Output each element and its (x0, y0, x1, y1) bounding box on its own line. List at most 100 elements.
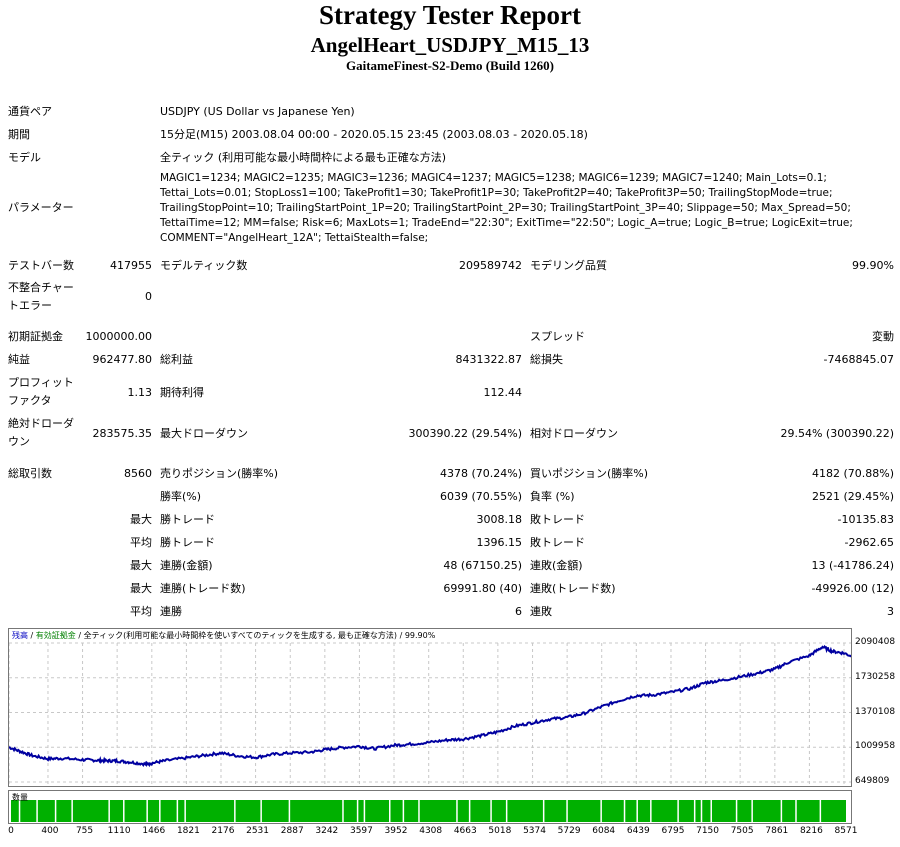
ticks-value: 209589742 (459, 259, 522, 272)
total-trades-value: 8560 (124, 467, 152, 480)
volume-gap (468, 800, 471, 822)
volume-chart: 数量 (8, 790, 852, 824)
gross-profit-value: 8431322.87 (455, 353, 522, 366)
x-tick-label: 1110 (107, 826, 131, 836)
model-value: 全ティック (利用可能な最小時間枠による最も正確な方法) (160, 151, 447, 164)
avg-prefix: 平均 (130, 536, 152, 549)
max-consec-losses-value: 13 (-41786.24) (811, 559, 894, 572)
period-value: 15分足(M15) 2003.08.04 00:00 - 2020.05.15 … (160, 128, 588, 141)
max-prefix: 最大 (130, 559, 152, 572)
x-tick-label: 3952 (384, 826, 408, 836)
profit-factor-value: 1.13 (127, 386, 153, 399)
largest-win-label: 勝トレード (160, 513, 215, 526)
x-tick-label: 6439 (626, 826, 650, 836)
short-positions-value: 4378 (70.24%) (439, 467, 522, 480)
short-positions-label: 売りポジション(勝率%) (160, 467, 279, 480)
win-rate-value: 6039 (70.55%) (439, 490, 522, 503)
long-positions-value: 4182 (70.88%) (811, 467, 894, 480)
volume-gap (700, 800, 703, 822)
x-tick-label: 7861 (765, 826, 789, 836)
x-tick-label: 5374 (523, 826, 546, 836)
loss-rate-label: 負率 (%) (530, 490, 575, 503)
volume-gap (600, 800, 602, 822)
ticks-label: モデルティック数 (160, 259, 248, 272)
legend-quality: 99.90% (404, 631, 436, 640)
deposit-value: 1000000.00 (85, 330, 152, 343)
model-label: モデル (8, 151, 41, 164)
volume-gap (36, 800, 38, 822)
rel-drawdown-value: 29.54% (300390.22) (780, 427, 894, 440)
volume-gap (388, 800, 391, 822)
x-tick-label: 2887 (280, 826, 304, 836)
volume-gap (795, 800, 797, 822)
profit-factor-label-2: ファクタ (8, 394, 52, 407)
quality-label: モデリング品質 (530, 259, 607, 272)
net-profit-label: 純益 (8, 353, 30, 366)
max-consec-loss-amount-label: 連敗(トレード数) (530, 582, 616, 595)
long-positions-label: 買いポジション(勝率%) (530, 467, 649, 480)
volume-gap (780, 800, 783, 822)
mismatch-label-2: トエラー (8, 299, 52, 312)
x-tick-label: 8216 (799, 826, 823, 836)
x-tick-label: 1466 (142, 826, 166, 836)
abs-drawdown-value: 283575.35 (92, 427, 153, 440)
avg-consec-losses-label: 連敗 (530, 605, 552, 618)
largest-loss-label: 敗トレード (530, 513, 585, 526)
parameters-label: パラメーター (8, 201, 74, 214)
volume-bars (11, 800, 846, 822)
avg-win-label: 勝トレード (160, 536, 215, 549)
net-profit-value: 962477.80 (92, 353, 153, 366)
profit-factor-label-1: プロフィット (8, 376, 74, 389)
x-tick-label: 8571 (834, 826, 858, 836)
gross-profit-label: 総利益 (160, 353, 193, 366)
period-label: 期間 (8, 128, 30, 141)
volume-gap (677, 800, 679, 822)
max-consec-losses-label: 連敗(金額) (530, 559, 583, 572)
max-consec-wins-value: 48 (67150.25) (443, 559, 522, 572)
volume-gap (108, 800, 110, 822)
x-tick-label: 0 (8, 826, 14, 836)
volume-gap (71, 800, 73, 822)
volume-gap (456, 800, 458, 822)
volume-gap (176, 800, 179, 822)
win-rate-label: 勝率(%) (160, 490, 202, 503)
spread-value: 変動 (872, 330, 894, 343)
symbol-label: 通貨ペア (8, 105, 52, 118)
volume-gap (146, 800, 148, 822)
gross-loss-value: -7468845.07 (823, 353, 894, 366)
x-tick-label: 3597 (349, 826, 373, 836)
y-tick-label: 2090408 (855, 637, 896, 647)
chart-legend: 残高 / 有効証拠金 / 全ティック(利用可能な最小時間枠を使いすべてのティック… (12, 631, 435, 641)
balance-chart: 残高 / 有効証拠金 / 全ティック(利用可能な最小時間枠を使いすべてのティック… (8, 628, 858, 787)
avg-win-value: 1396.15 (476, 536, 523, 549)
mismatch-value: 0 (145, 290, 152, 303)
volume-gap (260, 800, 262, 822)
volume-gap (54, 800, 57, 822)
volume-gap (234, 800, 236, 822)
x-tick-label: 2531 (246, 826, 270, 836)
max-drawdown-label: 最大ドローダウン (160, 427, 248, 440)
x-tick-label: 5729 (557, 826, 581, 836)
balance-line (8, 644, 858, 768)
deposit-label: 初期証拠金 (8, 330, 63, 343)
volume-gap (735, 800, 738, 822)
largest-win-value: 3008.18 (476, 513, 523, 526)
y-tick-label: 1730258 (855, 671, 896, 682)
avg-consec-wins-value: 6 (515, 605, 522, 618)
volume-gap (542, 800, 545, 822)
x-tick-label: 7505 (730, 826, 754, 836)
x-tick-label: 3242 (315, 826, 339, 836)
volume-gap (288, 800, 291, 822)
volume-gap (123, 800, 125, 822)
server-build: GaitameFinest-S2-Demo (Build 1260) (346, 58, 554, 73)
volume-gap (356, 800, 359, 822)
max-consec-loss-amount-value: -49926.00 (12) (811, 582, 894, 595)
volume-chart-plot (11, 800, 851, 822)
bars-value: 417955 (110, 259, 152, 272)
volume-gap (402, 800, 405, 822)
x-tick-label: 6084 (592, 826, 616, 836)
max-consec-wins-label: 連勝(金額) (160, 559, 213, 572)
x-tick-label: 5018 (488, 826, 512, 836)
max-consec-profit-value: 69991.80 (40) (443, 582, 522, 595)
volume-gap (693, 800, 696, 822)
